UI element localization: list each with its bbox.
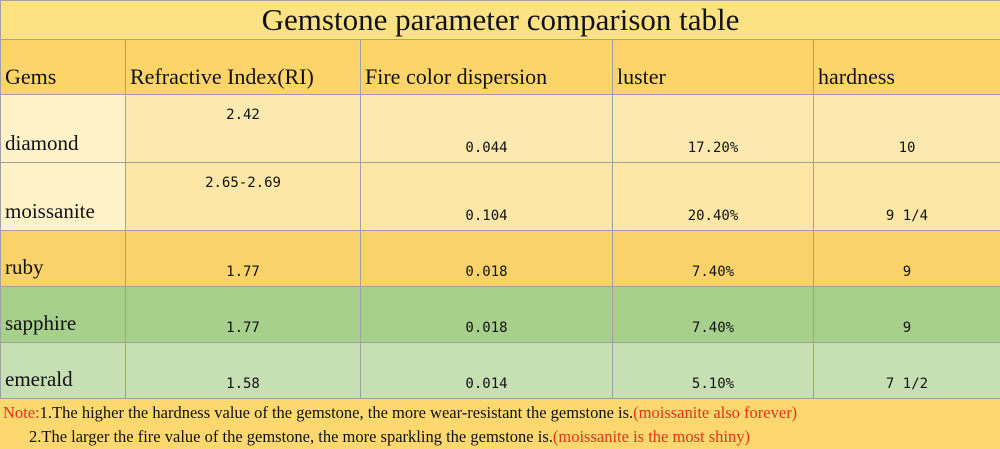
value-cell: 7.40% <box>613 287 814 343</box>
comparison-table: Gemstone parameter comparison table Gems… <box>0 0 1000 399</box>
value-cell: 1.77 <box>126 231 361 287</box>
table-title: Gemstone parameter comparison table <box>1 1 1000 40</box>
header-cell: Gems <box>1 40 126 95</box>
note-remark: (moissanite is the most shiny) <box>553 427 750 446</box>
value-cell: 7 1/2 <box>814 343 1000 399</box>
header-cell: luster <box>613 40 814 95</box>
value-cell: 9 <box>814 287 1000 343</box>
value-cell: 2.65-2.69 <box>126 163 361 231</box>
value-cell: 0.018 <box>361 231 613 287</box>
value-cell: 0.014 <box>361 343 613 399</box>
page: Gemstone parameter comparison table Gems… <box>0 0 1000 414</box>
value-cell: 9 <box>814 231 1000 287</box>
gem-name: ruby <box>1 231 126 287</box>
note-text: 1.The higher the hardness value of the g… <box>40 403 633 422</box>
value-cell: 2.42 <box>126 95 361 163</box>
value-cell: 0.104 <box>361 163 613 231</box>
note-line: Note:1.The higher the hardness value of … <box>3 401 1000 425</box>
gem-name: sapphire <box>1 287 126 343</box>
header-cell: Refractive Index(RI) <box>126 40 361 95</box>
value-cell: 0.044 <box>361 95 613 163</box>
value-cell: 20.40% <box>613 163 814 231</box>
gem-name: emerald <box>1 343 126 399</box>
value-cell: 0.018 <box>361 287 613 343</box>
header-cell: hardness <box>814 40 1000 95</box>
note-label: Note: <box>3 403 40 422</box>
value-cell: 17.20% <box>613 95 814 163</box>
note-text: 2.The larger the fire value of the gemst… <box>29 427 553 446</box>
value-cell: 9 1/4 <box>814 163 1000 231</box>
header-row: Gems Refractive Index(RI) Fire color dis… <box>1 40 1000 95</box>
gem-name: moissanite <box>1 163 126 231</box>
value-cell: 1.58 <box>126 343 361 399</box>
value-cell: 5.10% <box>613 343 814 399</box>
value-cell: 1.77 <box>126 287 361 343</box>
value-cell: 10 <box>814 95 1000 163</box>
note-remark: (moissanite also forever) <box>633 403 797 422</box>
header-cell: Fire color dispersion <box>361 40 613 95</box>
notes: Note:1.The higher the hardness value of … <box>0 399 1000 449</box>
title-row: Gemstone parameter comparison table <box>1 1 1000 40</box>
gem-name: diamond <box>1 95 126 163</box>
note-line: 2.The larger the fire value of the gemst… <box>3 425 1000 449</box>
value-cell: 7.40% <box>613 231 814 287</box>
